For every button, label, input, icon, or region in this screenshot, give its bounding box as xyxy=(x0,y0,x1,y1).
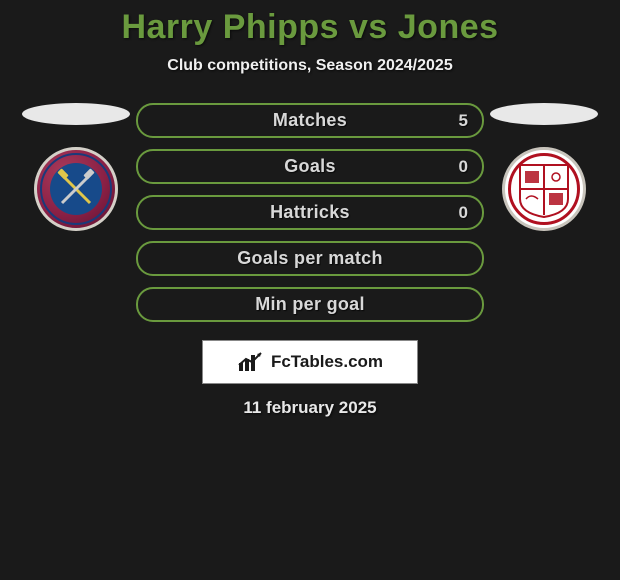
stat-value-right: 0 xyxy=(459,157,468,177)
stat-bar-goals: Goals 0 xyxy=(136,149,484,184)
left-column xyxy=(16,103,136,231)
hammers-icon xyxy=(54,167,98,211)
woking-crest xyxy=(502,147,586,231)
shield-icon xyxy=(516,159,572,219)
brand-text: FcTables.com xyxy=(271,352,383,372)
comparison-card: Harry Phipps vs Jones Club competitions,… xyxy=(0,0,620,418)
player-oval-left xyxy=(22,103,130,125)
stat-bar-matches: Matches 5 xyxy=(136,103,484,138)
dagenham-redbridge-crest xyxy=(34,147,118,231)
stat-value-right: 0 xyxy=(459,203,468,223)
bar-chart-icon xyxy=(237,351,265,373)
stat-label: Min per goal xyxy=(255,294,365,315)
stat-label: Matches xyxy=(273,110,347,131)
stat-label: Hattricks xyxy=(270,202,350,223)
brand-box[interactable]: FcTables.com xyxy=(202,340,418,384)
main-row: Matches 5 Goals 0 Hattricks 0 Goals per … xyxy=(0,103,620,322)
stat-bar-hattricks: Hattricks 0 xyxy=(136,195,484,230)
stat-label: Goals per match xyxy=(237,248,383,269)
right-column xyxy=(484,103,604,231)
page-title: Harry Phipps vs Jones xyxy=(121,8,498,47)
stats-column: Matches 5 Goals 0 Hattricks 0 Goals per … xyxy=(136,103,484,322)
stat-bar-goals-per-match: Goals per match xyxy=(136,241,484,276)
crest-right-shield xyxy=(516,159,572,219)
date-label: 11 february 2025 xyxy=(243,398,376,418)
subtitle: Club competitions, Season 2024/2025 xyxy=(167,57,452,75)
stat-value-right: 5 xyxy=(459,111,468,131)
stat-bar-min-per-goal: Min per goal xyxy=(136,287,484,322)
crest-left-inner xyxy=(50,163,102,215)
stat-label: Goals xyxy=(284,156,336,177)
player-oval-right xyxy=(490,103,598,125)
